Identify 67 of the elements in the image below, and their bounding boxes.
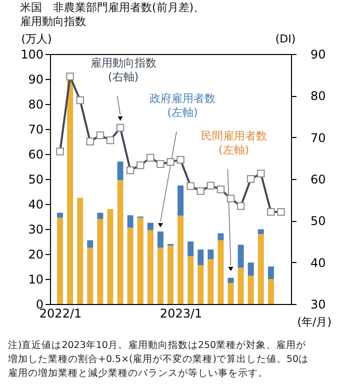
bar [178,186,184,216]
y2-tick-label: 50 [310,214,326,228]
bar [97,219,104,304]
bar [67,79,74,304]
bar [228,278,234,283]
bar [268,266,274,279]
bar [218,240,224,304]
y-tick-label: 10 [28,272,44,286]
bar [258,234,264,304]
bar [208,259,214,304]
y-tick-label: 50 [28,172,44,186]
bar [228,283,234,304]
y-tick-label: 90 [28,72,44,86]
bar [127,215,134,228]
bar [248,276,254,304]
bar [208,250,214,260]
bar [157,248,164,304]
bar [198,265,204,304]
bar [178,216,184,304]
text: 雇用の増加業種と減少業種のバランスが等しい事を示す。 [8,367,268,379]
bar [238,268,244,304]
bar [77,198,84,304]
bar [198,250,204,266]
y-tick-label: 100 [20,48,44,62]
x-axis-title: (年/月) [297,316,332,328]
bar [57,212,64,218]
y-tick-label: 40 [28,198,44,212]
series-label: 雇用動向指数(右軸) [90,56,156,84]
y2-tick-label: 70 [310,130,326,145]
y2-tick-label: 60 [310,172,326,186]
chart-title: 米国 非農業部門雇用者数(前月差)、雇用動向指数 [20,1,205,28]
bar [87,248,94,304]
text: 注)直近値は2023年10月。雇用動向指数は250業種が対象、雇用が [8,339,308,351]
bar [168,246,174,304]
y-tick-label: 80 [28,98,44,112]
x-tick-label: 2023/1 [160,306,202,320]
text: 政府雇用者数(左軸) [150,92,216,119]
bar [157,232,164,248]
bar [188,242,194,256]
bar [188,256,194,304]
bar [117,180,124,304]
bar [218,233,224,240]
bar [57,218,64,304]
y-tick-label: 60 [28,148,44,162]
bar [87,240,94,248]
bar [238,244,244,268]
text: 増加した業種の割合+0.5×(雇用が不変の業種)で算出した値。50は [7,353,309,365]
y2-axis-title: (DI) [275,32,296,46]
y-tick-label: 70 [28,122,44,136]
bar [268,279,274,304]
bar [117,162,124,180]
y2-tick-label: 90 [310,48,326,62]
y2-tick-label: 30 [310,298,326,312]
bar [258,229,264,234]
y-axis-title: (万人) [21,32,52,46]
bar [127,228,134,304]
bar [248,262,254,276]
bar [97,212,104,219]
y-tick-label: 30 [28,222,44,236]
y2-tick-label: 40 [310,256,326,270]
bar [137,218,144,304]
bar [107,209,114,304]
y2-tick-label: 80 [310,89,326,104]
bar [147,222,154,230]
y-tick-label: 20 [28,248,44,262]
bar [147,230,154,304]
text: 民間雇用者数(左軸) [200,130,267,156]
